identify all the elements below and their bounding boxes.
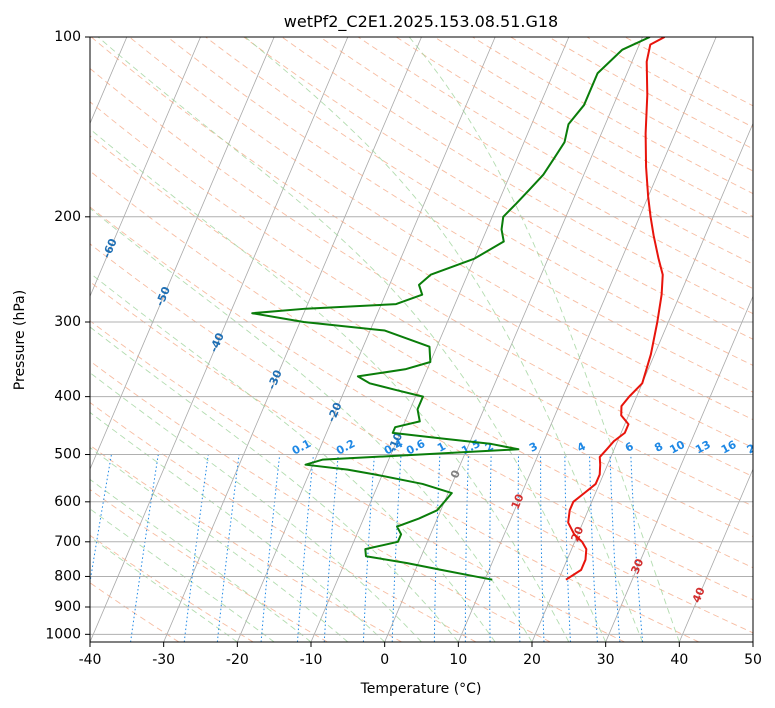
- dry-adiabat-line: [281, 37, 753, 315]
- y-axis: 100 200 300 400 500 600 700 800 900 1000: [45, 29, 90, 642]
- mixing-ratio-line: [391, 454, 402, 642]
- y-tick-label: 600: [54, 494, 81, 510]
- dry-adiabat-line: [319, 37, 753, 290]
- isotherm-line: [531, 122, 753, 642]
- isotherm-label: 10: [509, 492, 527, 511]
- dry-adiabat-line: [90, 534, 254, 642]
- dry-adiabat-line: [396, 37, 753, 241]
- mixing-ratio-line: [260, 454, 281, 642]
- isotherm-line: [163, 37, 422, 642]
- mixing-ratio-line: [564, 454, 571, 642]
- dry-adiabat-line: [90, 281, 700, 642]
- y-tick-label: 700: [54, 534, 81, 550]
- moist-adiabat-line: [90, 536, 238, 642]
- y-tick-label: 400: [54, 389, 81, 405]
- mixing-ratio-label: 20: [745, 438, 765, 457]
- x-tick-label: 20: [523, 652, 541, 668]
- mixing-ratio-label: 13: [693, 438, 713, 457]
- moist-adiabat-line: [90, 478, 312, 642]
- mixing-ratio-line: [296, 454, 314, 642]
- isotherm-line: [90, 37, 275, 471]
- moist-adiabat-line: [90, 326, 459, 642]
- mixing-ratio-line: [589, 454, 598, 642]
- sounding-profiles: [251, 37, 666, 581]
- mixing-ratio-label: 10: [667, 438, 687, 457]
- mixing-ratio-line: [323, 454, 339, 642]
- y-tick-label: 100: [54, 29, 81, 45]
- isotherm-line: [457, 37, 717, 642]
- x-tick-label: -40: [79, 652, 102, 668]
- isotherm-line: [678, 468, 753, 642]
- mixing-ratio-line: [630, 454, 644, 642]
- dry-adiabat-line: [90, 401, 477, 642]
- mixing-ratio-line: [464, 454, 469, 642]
- chart-title: wetPf2_C2E1.2025.153.08.51.G18: [284, 12, 558, 32]
- dry-adiabat-line: [90, 360, 551, 642]
- isotherm-line: [605, 295, 753, 642]
- dry-adiabat-line: [90, 243, 753, 634]
- mixing-ratio-line: [609, 454, 621, 642]
- y-axis-label: Pressure (hPa): [12, 290, 28, 390]
- dry-adiabat-line: [129, 37, 753, 421]
- x-axis: -40 -30 -20 -10 0 10 20 30 40 50: [79, 642, 762, 668]
- x-tick-label: 50: [744, 652, 762, 668]
- moist-adiabat-line: [90, 411, 385, 642]
- moist-adiabat-line: [90, 272, 496, 642]
- y-tick-label: 300: [54, 314, 81, 330]
- dry-adiabat-line: [510, 37, 753, 172]
- moist-adiabat-line: [90, 508, 275, 642]
- dewpoint-profile-line: [251, 37, 651, 581]
- dry-adiabat-line: [90, 320, 625, 642]
- x-tick-label: 40: [670, 652, 688, 668]
- temperature-profile-line: [565, 37, 666, 581]
- dry-adiabat-line: [90, 67, 753, 478]
- plot-frame: [89, 36, 754, 643]
- x-tick-label: -10: [300, 652, 323, 668]
- x-tick-label: 10: [449, 652, 467, 668]
- isotherm-label: 30: [628, 556, 646, 575]
- y-tick-label: 1000: [45, 626, 81, 642]
- x-tick-label: -20: [226, 652, 249, 668]
- isotherm-line: [384, 37, 643, 642]
- isotherm-line: [310, 37, 570, 642]
- mixing-ratio-line: [489, 454, 492, 642]
- y-tick-label: 800: [54, 568, 81, 584]
- isotherm-line: [90, 37, 201, 298]
- dry-adiabat-line: [434, 37, 753, 218]
- moist-adiabat-line: [90, 207, 533, 642]
- moist-adiabat-line: [408, 37, 680, 642]
- isotherm-line: [90, 37, 349, 642]
- y-tick-label: 500: [54, 447, 81, 463]
- dry-adiabat-line: [90, 101, 753, 507]
- dry-adiabat-line: [90, 489, 328, 642]
- x-tick-label: 0: [380, 652, 389, 668]
- mixing-ratio-line: [517, 454, 521, 642]
- x-tick-label: -30: [152, 652, 175, 668]
- y-tick-label: 200: [54, 209, 81, 225]
- isotherm-line: [236, 37, 496, 642]
- moist-adiabat-line: [97, 37, 607, 642]
- isotherm-label: 40: [690, 585, 708, 604]
- mixing-ratio-label: 16: [719, 438, 739, 457]
- dry-adiabat-line: [167, 37, 753, 393]
- x-axis-label: Temperature (°C): [360, 681, 482, 697]
- dry-adiabat-line: [548, 37, 753, 150]
- mixing-ratio-line: [433, 454, 441, 642]
- plot-area: [90, 37, 753, 642]
- isotherm-label: 20: [568, 524, 586, 543]
- y-tick-label: 900: [54, 599, 81, 615]
- x-tick-label: 30: [597, 652, 615, 668]
- moist-adiabat-line: [244, 37, 643, 642]
- mixing-ratio-line: [362, 454, 375, 642]
- dry-adiabat-line: [205, 37, 753, 366]
- dry-adiabat-line: [357, 37, 753, 265]
- mixing-ratio-line: [540, 454, 545, 642]
- moist-adiabat-line: [90, 128, 570, 642]
